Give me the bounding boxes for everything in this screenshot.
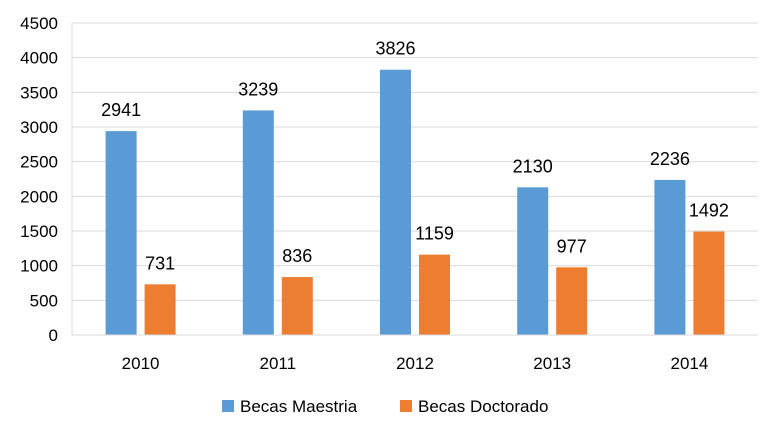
y-tick-label: 2500 bbox=[20, 153, 58, 172]
data-label: 836 bbox=[282, 246, 312, 266]
y-tick-label: 4500 bbox=[20, 14, 58, 33]
legend-swatch bbox=[400, 400, 412, 412]
data-labels: 2941 731 3239 836 3826 1159 2130 977 2236 1492 bbox=[101, 39, 729, 274]
y-tick-label: 4000 bbox=[20, 49, 58, 68]
x-tick-label: 2011 bbox=[260, 354, 297, 373]
x-tick-label: 2010 bbox=[122, 354, 160, 373]
bar-becas-maestria-2014 bbox=[654, 179, 686, 335]
legend-swatch bbox=[222, 400, 234, 412]
bar-becas-maestria-2010 bbox=[105, 131, 137, 335]
x-tick-label: 2012 bbox=[396, 354, 434, 373]
y-tick-label: 2000 bbox=[20, 187, 58, 206]
data-label: 3826 bbox=[375, 39, 415, 59]
y-tick-label: 3000 bbox=[20, 118, 58, 137]
bar-becas-maestria-2013 bbox=[517, 187, 549, 335]
y-tick-label: 0 bbox=[49, 326, 58, 345]
legend-label: Becas Maestria bbox=[240, 397, 358, 416]
y-tick-label: 1500 bbox=[20, 222, 58, 241]
y-tick-label: 1000 bbox=[20, 257, 58, 276]
legend: Becas Maestria Becas Doctorado bbox=[222, 397, 548, 416]
bars bbox=[105, 69, 725, 336]
bar-becas-doctorado-2010 bbox=[144, 284, 176, 335]
y-tick-label: 3500 bbox=[20, 83, 58, 102]
bar-becas-doctorado-2014 bbox=[693, 231, 725, 335]
data-label: 2130 bbox=[513, 156, 553, 176]
bar-becas-maestria-2012 bbox=[380, 69, 411, 336]
gridlines bbox=[72, 22, 758, 301]
x-tick-label: 2013 bbox=[533, 354, 571, 373]
data-label: 3239 bbox=[238, 79, 278, 99]
data-label: 1159 bbox=[415, 224, 454, 244]
x-tick-label: 2014 bbox=[670, 354, 708, 373]
data-label: 2236 bbox=[650, 149, 690, 169]
data-label: 977 bbox=[557, 236, 587, 256]
data-label: 2941 bbox=[101, 100, 141, 120]
bar-becas-maestria-2011 bbox=[242, 110, 274, 335]
data-label: 1492 bbox=[689, 201, 729, 221]
y-tick-label: 500 bbox=[30, 291, 58, 310]
bar-becas-doctorado-2013 bbox=[556, 267, 588, 335]
legend-label: Becas Doctorado bbox=[418, 397, 548, 416]
data-label: 731 bbox=[145, 253, 175, 273]
bar-becas-doctorado-2011 bbox=[281, 277, 313, 335]
x-axis: 2010 2011 2012 2013 2014 bbox=[72, 334, 758, 373]
y-axis: 0 500 1000 1500 2000 2500 3000 3500 4000 4500 bbox=[20, 14, 73, 345]
bar-becas-doctorado-2012 bbox=[419, 254, 450, 335]
